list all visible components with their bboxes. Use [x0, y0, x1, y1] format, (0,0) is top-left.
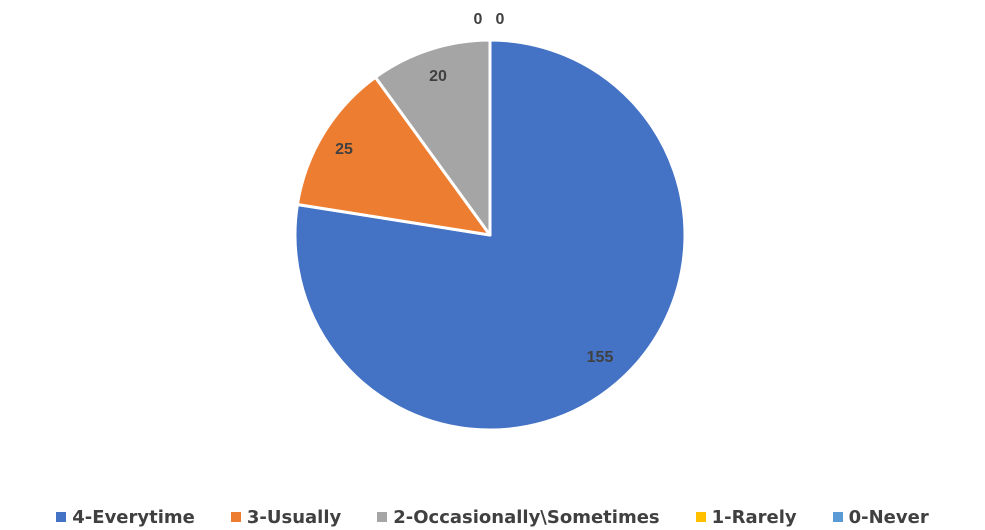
pie-slices: [293, 38, 687, 432]
legend-item-3: 2-Occasionally\Sometimes: [377, 506, 660, 528]
data-label-4: 0: [474, 11, 483, 28]
legend-label: 1-Rarely: [711, 506, 797, 528]
legend-swatch-icon: [230, 512, 241, 522]
data-label-2: 25: [335, 141, 353, 158]
legend-label: 4-Everytime: [72, 506, 195, 528]
legend-label: 2-Occasionally\Sometimes: [393, 506, 660, 528]
legend-item-1: 4-Everytime: [56, 507, 195, 528]
pie-data-labels: 155 25 20 0 0: [335, 11, 613, 366]
chart-legend: 4-Everytime 3-Usually 2-Occasionally\Somet…: [0, 504, 985, 530]
legend-label: 3-Usually: [246, 506, 342, 528]
legend-swatch-icon: [377, 512, 388, 522]
legend-label: 0-Never: [848, 506, 929, 528]
legend-swatch-icon: [832, 512, 843, 522]
pie-slice-3: [373, 38, 492, 237]
legend-swatch-icon: [695, 512, 706, 522]
pie-slice-2: [295, 75, 492, 237]
data-label-3: 20: [429, 68, 447, 85]
legend-item-4: 1-Rarely: [695, 506, 797, 528]
legend-item-2: 3-Usually: [230, 506, 342, 528]
legend-swatch-icon: [56, 512, 67, 522]
legend-item-5: 0-Never: [832, 506, 929, 528]
data-label-5: 0: [496, 11, 505, 28]
data-label-1: 155: [587, 349, 614, 366]
